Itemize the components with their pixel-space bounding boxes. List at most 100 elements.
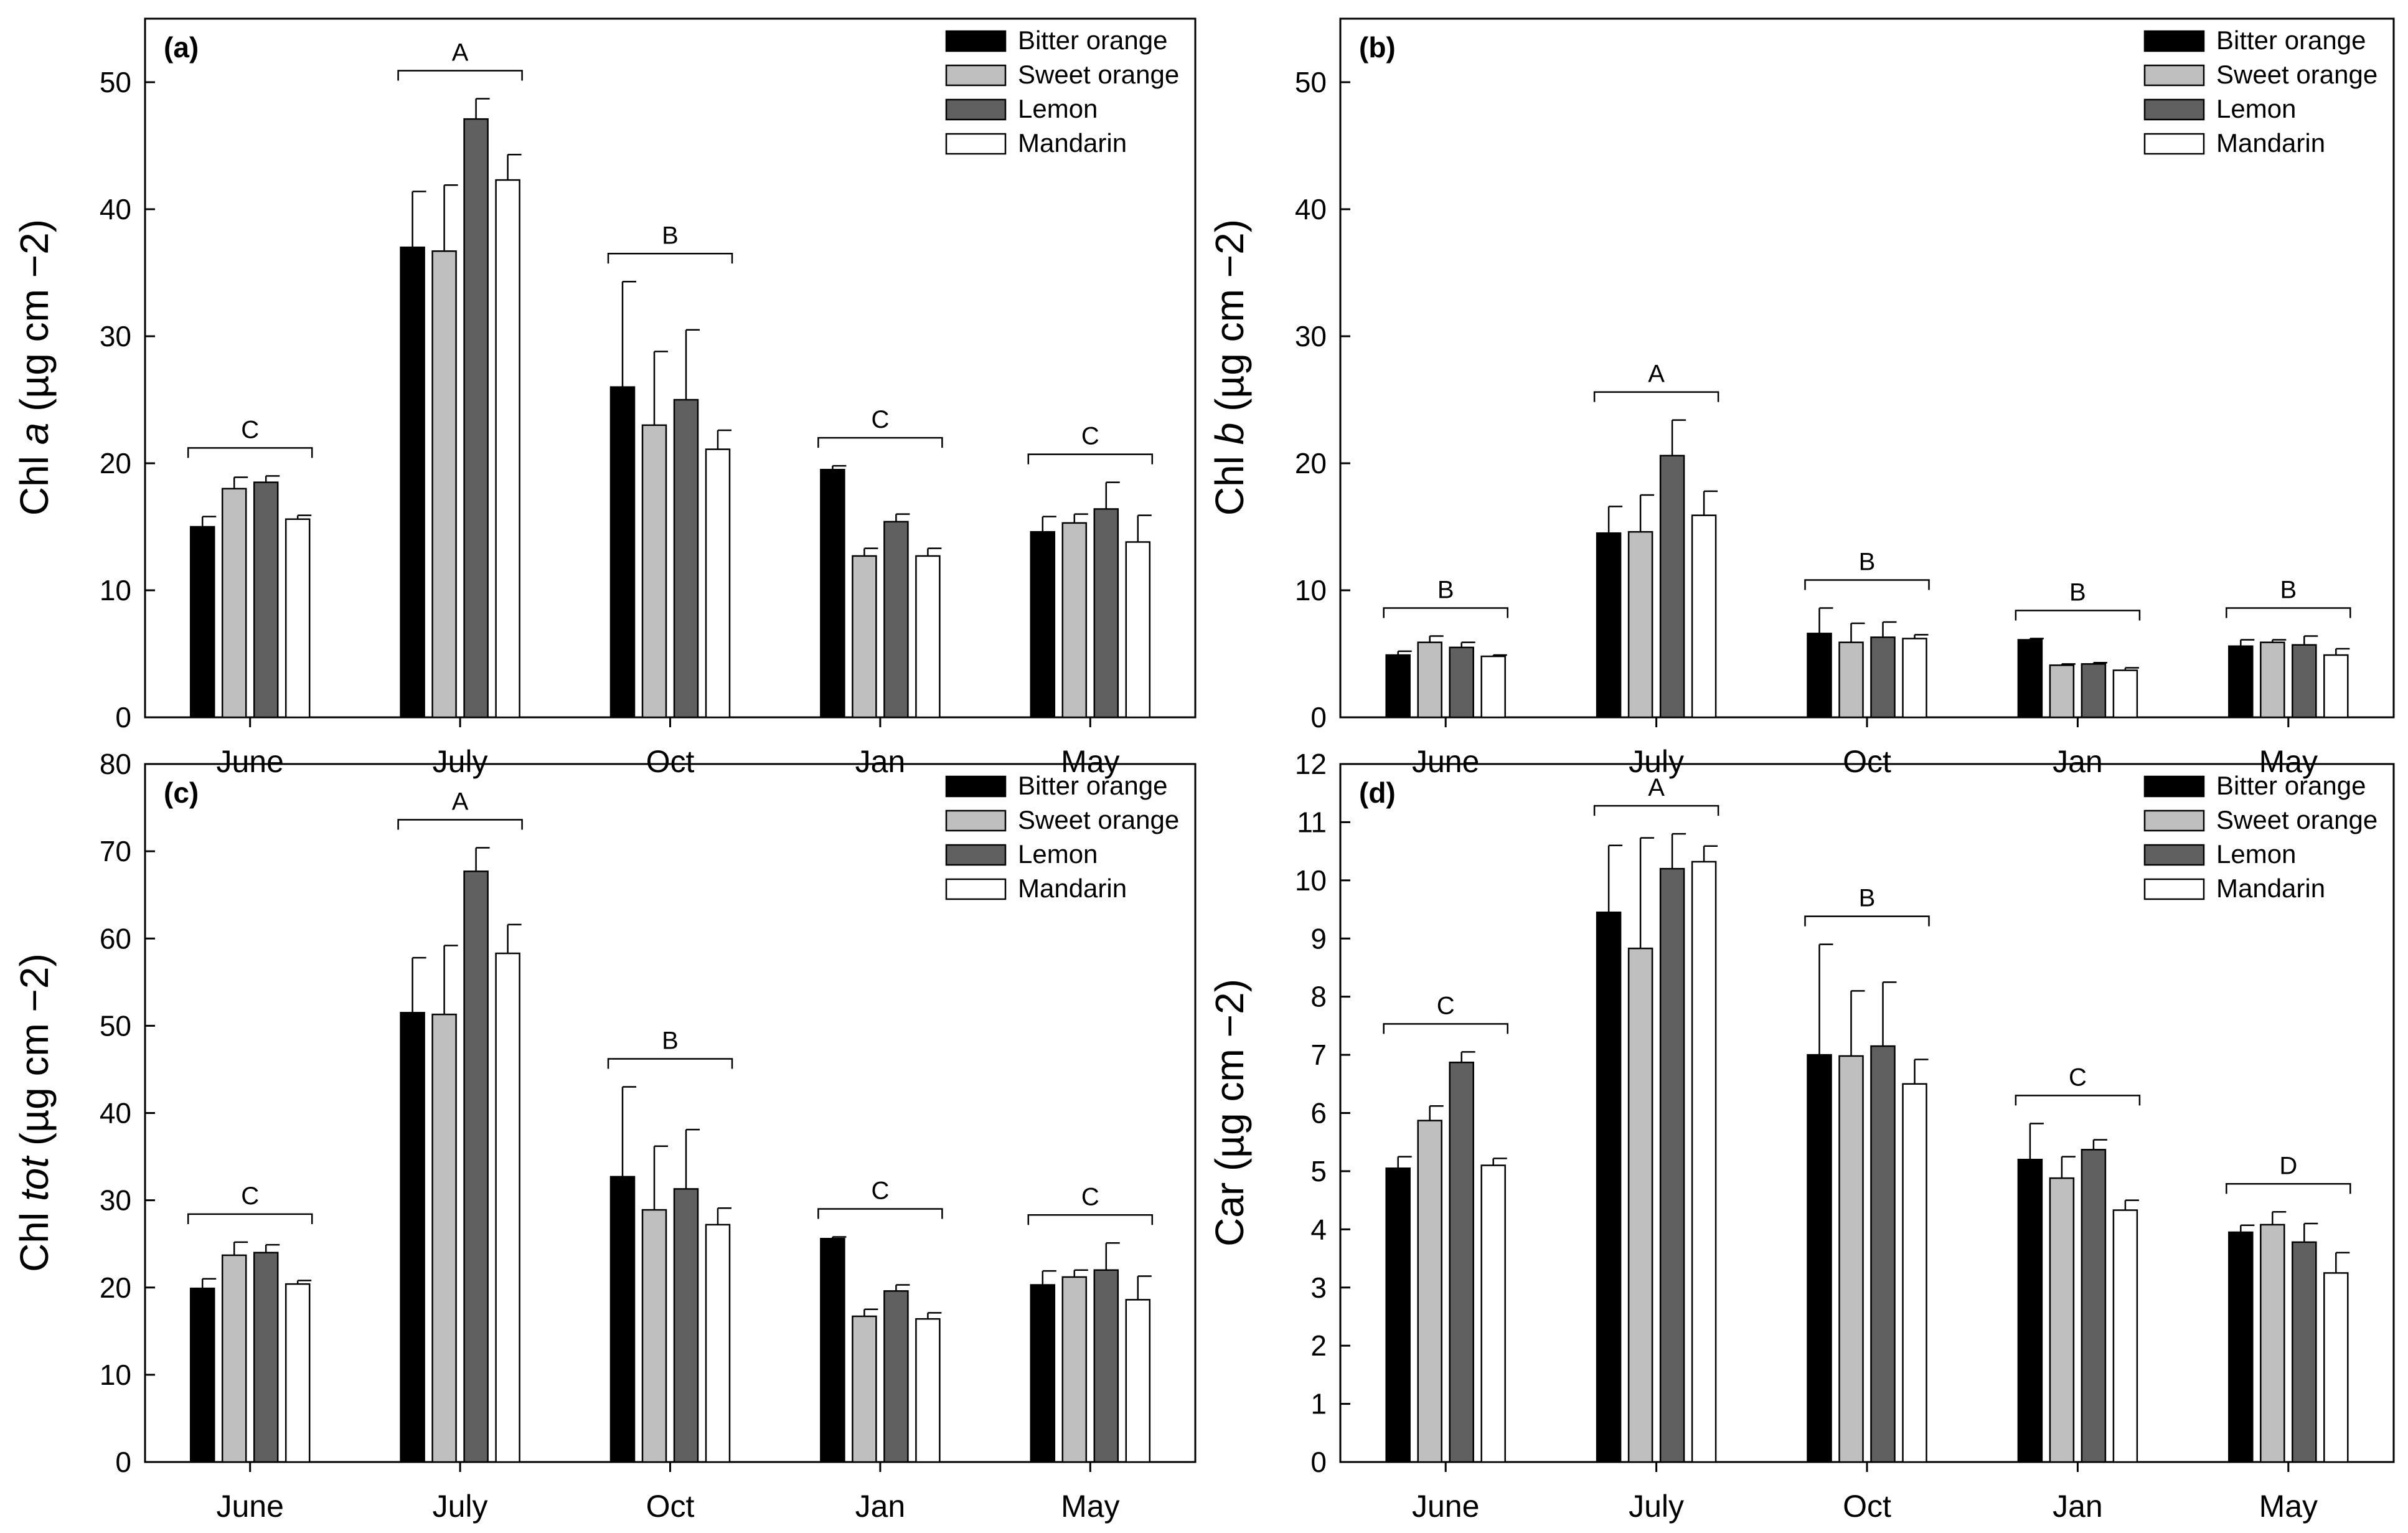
bar-sweet-orange-jan bbox=[852, 1315, 877, 1463]
legend-swatch bbox=[2143, 64, 2205, 87]
bar-sweet-orange-june bbox=[221, 488, 247, 719]
bar-mandarin-may bbox=[2323, 654, 2349, 719]
legend-swatch bbox=[945, 64, 1007, 87]
legend-label: Sweet orange bbox=[1018, 805, 1179, 834]
group-letter: C bbox=[871, 406, 889, 433]
chart-panel-1: 0 10 20 30 40 50 June July Oct Jan May C A B C C (a) Chl … bbox=[12, 17, 1197, 779]
y-tick-label: 4 bbox=[1310, 1213, 1327, 1245]
bar-lemon-oct bbox=[673, 1188, 699, 1463]
bar-sweet-orange-jan bbox=[2049, 1177, 2075, 1463]
y-tick-label: 30 bbox=[1295, 320, 1327, 352]
y-tick-label: 50 bbox=[100, 1009, 131, 1042]
y-axis-label: Chl b (µg cm −2) bbox=[1207, 219, 1252, 516]
bar-mandarin-may bbox=[1125, 541, 1151, 719]
y-tick-label: 10 bbox=[1295, 574, 1327, 606]
x-tick-label: Jan bbox=[855, 744, 906, 779]
y-tick-label: 40 bbox=[100, 193, 131, 225]
x-tick-label: June bbox=[1412, 1489, 1479, 1524]
significance-bracket bbox=[607, 253, 733, 264]
plot-frame bbox=[1339, 17, 2395, 719]
bar-mandarin-oct bbox=[705, 1224, 731, 1463]
significance-bracket bbox=[2015, 610, 2141, 621]
significance-bracket bbox=[1383, 607, 1508, 618]
bar-sweet-orange-june bbox=[1417, 1120, 1442, 1463]
y-tick-label: 11 bbox=[1297, 806, 1327, 838]
legend-swatch bbox=[2143, 775, 2205, 798]
significance-bracket bbox=[397, 70, 523, 81]
bar-lemon-june bbox=[1449, 1061, 1474, 1463]
legend-swatch bbox=[2143, 30, 2205, 52]
legend-label: Bitter orange bbox=[2216, 26, 2366, 55]
group-letter: C bbox=[241, 416, 259, 443]
group-letter: B bbox=[2280, 576, 2297, 603]
bar-lemon-july bbox=[1659, 455, 1685, 719]
bar-sweet-orange-oct bbox=[1838, 1055, 1864, 1463]
legend-label: Bitter orange bbox=[2216, 771, 2366, 800]
y-tick-label: 8 bbox=[1310, 981, 1327, 1013]
legend-label: Lemon bbox=[1018, 839, 1098, 869]
bar-mandarin-oct bbox=[1902, 638, 1927, 719]
group-letter: B bbox=[1437, 576, 1454, 603]
legend-swatch bbox=[2143, 98, 2205, 121]
legend-label: Mandarin bbox=[1018, 128, 1127, 158]
bar-mandarin-oct bbox=[1902, 1083, 1927, 1463]
significance-bracket bbox=[817, 1208, 943, 1219]
bar-lemon-oct bbox=[1870, 1045, 1896, 1463]
bar-lemon-july bbox=[463, 118, 489, 719]
y-tick-label: 50 bbox=[1295, 66, 1327, 98]
y-tick-label: 50 bbox=[100, 66, 131, 98]
group-letter: B bbox=[1859, 885, 1876, 912]
group-letter: D bbox=[2279, 1152, 2297, 1179]
legend-swatch bbox=[945, 775, 1007, 798]
group-letter: C bbox=[2069, 1064, 2087, 1091]
bar-sweet-orange-july bbox=[1627, 947, 1653, 1463]
y-axis-label: Chl tot (µg cm −2) bbox=[12, 953, 57, 1272]
x-tick-label: May bbox=[2259, 744, 2318, 779]
bar-bitter-orange-jan bbox=[2017, 639, 2043, 719]
y-tick-label: 0 bbox=[1310, 1446, 1327, 1478]
significance-bracket bbox=[187, 1213, 313, 1224]
legend-label: Mandarin bbox=[2216, 874, 2325, 903]
bar-bitter-orange-july bbox=[1596, 911, 1622, 1463]
y-tick-label: 5 bbox=[1310, 1155, 1327, 1187]
y-tick-label: 60 bbox=[100, 922, 131, 955]
bar-mandarin-oct bbox=[705, 448, 731, 719]
bar-mandarin-july bbox=[1691, 861, 1717, 1463]
bar-mandarin-jan bbox=[915, 555, 941, 719]
bar-mandarin-june bbox=[285, 518, 311, 719]
bar-bitter-orange-june bbox=[189, 526, 215, 719]
bar-sweet-orange-oct bbox=[641, 424, 667, 719]
legend-swatch bbox=[945, 809, 1007, 832]
x-tick-label: May bbox=[1061, 744, 1119, 779]
legend-label: Bitter orange bbox=[1018, 26, 1167, 55]
bar-lemon-june bbox=[253, 481, 279, 719]
bar-mandarin-jan bbox=[2112, 669, 2138, 719]
group-letter: C bbox=[871, 1177, 889, 1204]
group-letter: B bbox=[662, 222, 679, 249]
bar-sweet-orange-may bbox=[2260, 1224, 2285, 1463]
bar-sweet-orange-july bbox=[431, 250, 457, 719]
bar-bitter-orange-oct bbox=[1807, 1054, 1832, 1463]
significance-bracket bbox=[1383, 1023, 1508, 1034]
group-letter: C bbox=[241, 1182, 259, 1210]
bar-mandarin-july bbox=[1691, 514, 1717, 719]
bar-lemon-jan bbox=[883, 1290, 909, 1463]
x-tick-label: Jan bbox=[2053, 744, 2103, 779]
y-tick-label: 20 bbox=[1295, 447, 1327, 479]
bar-lemon-jan bbox=[883, 521, 909, 719]
significance-bracket bbox=[1027, 453, 1154, 465]
group-letter: C bbox=[1081, 423, 1099, 450]
legend-label: Lemon bbox=[2216, 839, 2296, 869]
group-letter: A bbox=[452, 788, 469, 816]
y-tick-label: 3 bbox=[1310, 1271, 1327, 1304]
legend-swatch bbox=[945, 98, 1007, 121]
x-tick-label: Oct bbox=[646, 1489, 695, 1524]
bar-lemon-may bbox=[1093, 1269, 1119, 1463]
y-tick-label: 10 bbox=[100, 1359, 131, 1391]
bar-sweet-orange-july bbox=[1627, 531, 1653, 719]
significance-bracket bbox=[1593, 804, 1719, 816]
bar-mandarin-june bbox=[1480, 1164, 1506, 1463]
x-tick-label: May bbox=[1061, 1489, 1119, 1524]
bar-lemon-jan bbox=[2081, 663, 2107, 719]
